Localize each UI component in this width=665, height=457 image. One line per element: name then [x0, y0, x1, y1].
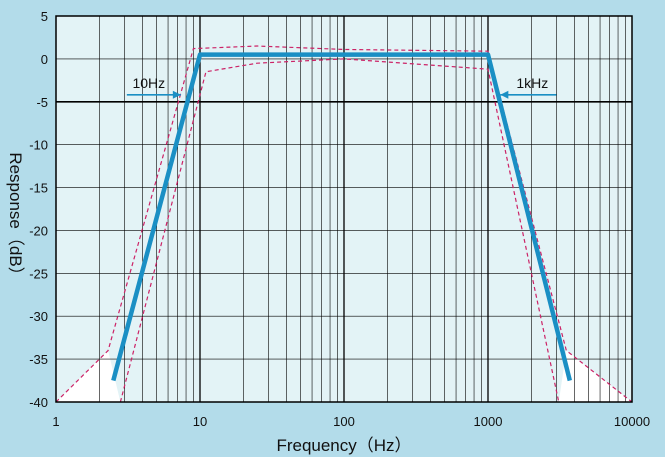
y-tick-label: -40: [29, 395, 48, 410]
series-upper-tolerance: [55, 45, 633, 403]
plot-frame: [55, 15, 633, 403]
x-axis-label: Frequency（Hz）: [276, 436, 411, 455]
x-tick-label: 100: [333, 414, 355, 429]
x-tick-label: 10: [193, 414, 207, 429]
y-tick-label: 5: [41, 9, 48, 24]
y-tick-labels: 5 0 -5 -10 -15 -20 -25 -30 -35 -40: [29, 9, 48, 410]
x-tick-label: 1000: [474, 414, 503, 429]
y-tick-label: -5: [36, 95, 48, 110]
y-tick-label: 0: [41, 52, 48, 67]
y-tick-label: -25: [29, 266, 48, 281]
y-tick-label: -15: [29, 181, 48, 196]
y-tick-label: -20: [29, 223, 48, 238]
y-tick-label: -10: [29, 138, 48, 153]
corner-fill-right: [558, 350, 632, 402]
corner-fills: [56, 350, 632, 402]
corner-fill-left: [56, 350, 121, 402]
series-layer: [55, 45, 633, 403]
annotation-10hz: 10Hz: [126, 75, 181, 99]
x-tick-labels: 1 10 100 1000 10000: [52, 414, 650, 429]
annotation-arrowhead: [172, 90, 181, 99]
grid-major: [199, 16, 489, 402]
y-tick-label: -30: [29, 309, 48, 324]
annotation-arrowhead: [500, 90, 509, 99]
x-tick-label: 1: [52, 414, 59, 429]
y-tick-label: -35: [29, 352, 48, 367]
annotation-label: 10Hz: [132, 75, 165, 91]
y-axis-label: Response（dB）: [6, 152, 25, 283]
x-tick-label: 10000: [614, 414, 650, 429]
annotations: 10Hz 1kHz: [126, 75, 557, 99]
annotation-label: 1kHz: [516, 75, 548, 91]
series-lower-tolerance: [119, 58, 560, 403]
annotation-1khz: 1kHz: [500, 75, 557, 99]
series-nominal: [111, 52, 573, 382]
